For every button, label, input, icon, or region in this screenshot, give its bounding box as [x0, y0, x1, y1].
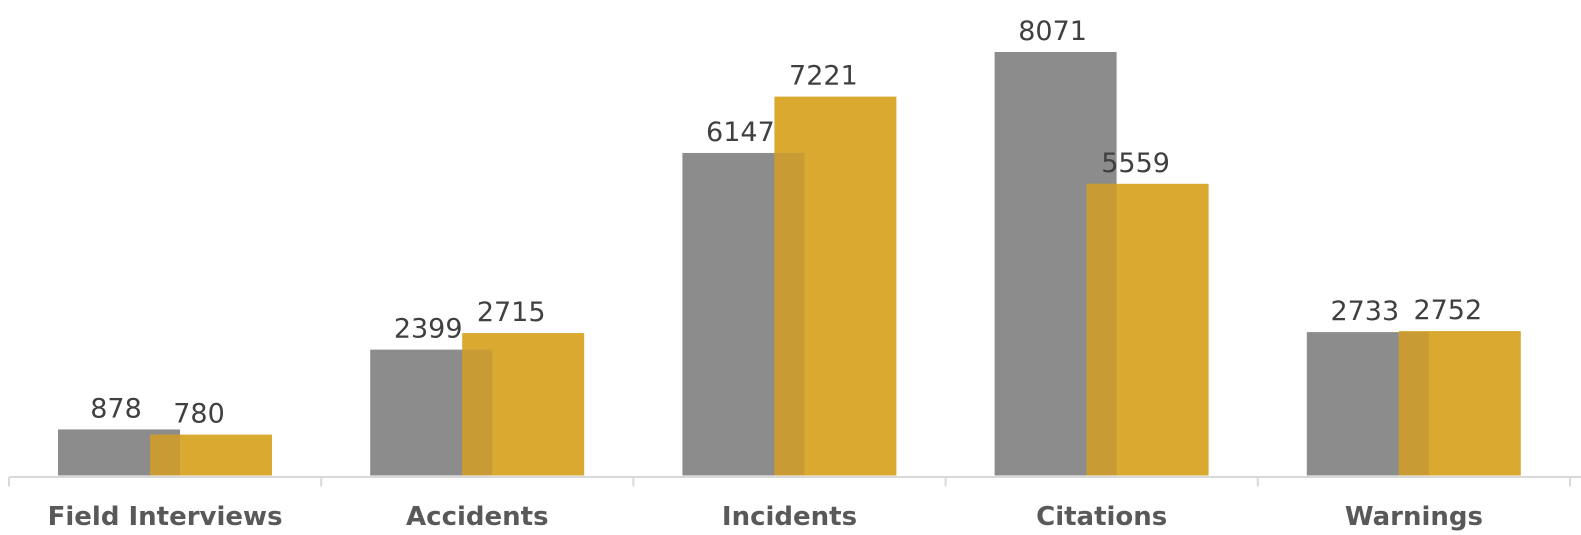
bar-overlap-3: [1086, 183, 1117, 476]
data-label-series1-0: 878: [90, 393, 142, 424]
category-label-1: Accidents: [406, 502, 549, 532]
data-label-series1-1: 2399: [394, 314, 463, 345]
bar-overlap-4: [1398, 332, 1429, 476]
data-label-series2-2: 7221: [789, 61, 858, 92]
data-label-series1-3: 8071: [1018, 16, 1087, 47]
bar-overlap-layer: [150, 152, 1429, 476]
category-label-3: Citations: [1036, 502, 1167, 532]
category-label-4: Warnings: [1345, 502, 1483, 532]
bar-overlap-1: [462, 349, 493, 476]
category-label-0: Field Interviews: [48, 502, 283, 532]
bar-overlap-0: [150, 434, 180, 476]
data-label-series1-4: 2733: [1330, 296, 1399, 327]
data-label-series2-4: 2752: [1413, 295, 1482, 326]
category-label-2: Incidents: [722, 502, 857, 532]
x-axis: [8, 476, 1581, 487]
data-labels-layer: 878 780 2399 2715 6147 7221 8071 5559 2733 2752: [90, 16, 1482, 430]
data-label-series2-1: 2715: [477, 297, 546, 328]
data-label-series2-0: 780: [173, 399, 225, 430]
bar-overlap-2: [774, 152, 805, 476]
category-labels-layer: Field Interviews Accidents Incidents Citati…: [48, 502, 1483, 532]
data-label-series1-2: 6147: [706, 117, 775, 148]
data-label-series2-3: 5559: [1101, 148, 1170, 179]
